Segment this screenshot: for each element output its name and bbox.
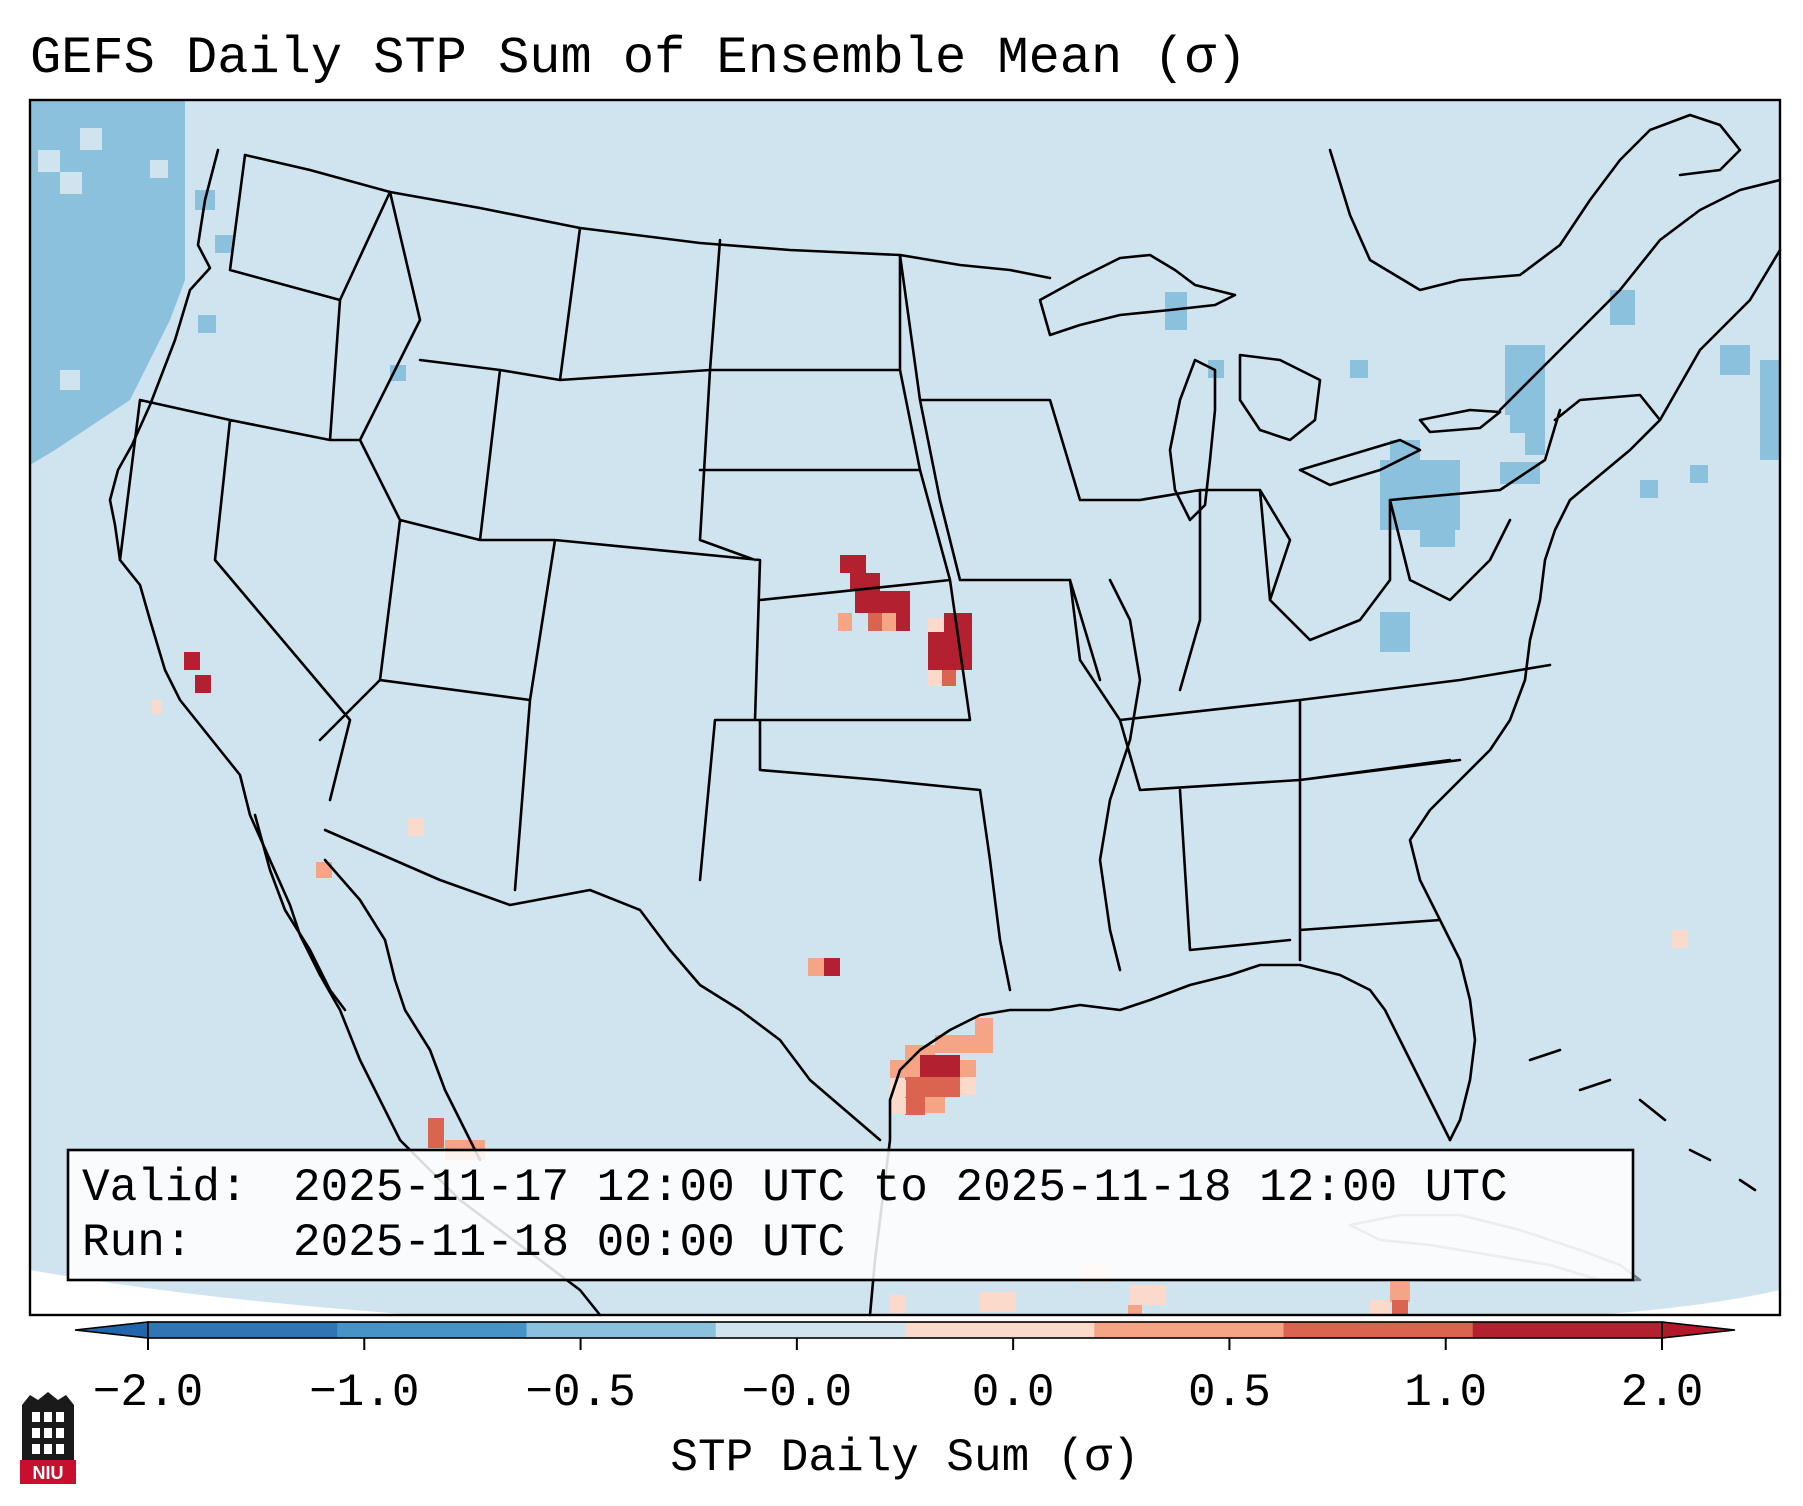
colorbar-label: STP Daily Sum (σ) [670,1432,1139,1484]
lake-superior [1038,253,1237,337]
colorbar-segment [905,1322,1095,1338]
colorbar-tick-label: −0.0 [742,1367,852,1419]
colorbar-tick-label: 2.0 [1621,1367,1704,1419]
colorbar-under-triangle [74,1321,149,1339]
lake-huron [1238,353,1322,442]
run-label: Run: [82,1217,192,1269]
florida-coastline [1228,963,1452,1142]
colorbar-tick-label: 1.0 [1404,1367,1487,1419]
map-frame [28,98,1782,1317]
colorbar-tick-label: −0.5 [525,1367,635,1419]
colorbar-segment [715,1322,906,1338]
state-lines [118,153,1662,992]
colorbar-segment [1472,1322,1663,1338]
positive-anomaly-cells [152,555,1688,1315]
run-value: 2025-11-18 00:00 UTC [293,1217,845,1269]
niu-logo-tower-icon [22,1392,74,1460]
colorbar-frame [147,1321,1663,1339]
niu-logo-text: NIU [33,1463,64,1483]
colorbar-segment [148,1322,338,1338]
lake-michigan [1168,358,1217,522]
map-domain-edge-right [1590,1290,1780,1315]
colorbar-ticks: −2.0 −1.0 −0.5 −0.0 0.0 0.5 1.0 2.0 [93,1338,1704,1419]
baja-coastline [253,813,347,1012]
gulf-of-california [323,858,482,1162]
lake-ontario [1418,408,1502,434]
st-lawrence [1498,178,1782,412]
map-domain-edge-left [30,1270,420,1315]
niu-logo-windows-icon [32,1412,64,1454]
colorbar-tick-label: 0.0 [972,1367,1055,1419]
colorbar-tick-label: −2.0 [93,1367,203,1419]
us-mexico-border [323,828,882,1142]
valid-value: 2025-11-17 12:00 UTC to 2025-11-18 12:00… [293,1162,1508,1214]
colorbar: −2.0 −1.0 −0.5 −0.0 0.0 0.5 1.0 2.0 STP Daily S… [74,1321,1736,1484]
colorbar-segment [1283,1322,1474,1338]
mississippi-river [1098,578,1142,972]
bahamas-islands [1528,1048,1757,1192]
lake-erie [1298,438,1422,487]
valid-label: Valid: [82,1162,248,1214]
colorbar-segment [1094,1322,1284,1338]
colorbar-segment [337,1322,527,1338]
niu-logo-band [20,1460,76,1484]
info-box: Valid: 2025-11-17 12:00 UTC to 2025-11-1… [66,1148,1635,1282]
map-panel [28,98,1782,1317]
colorbar-segments [148,1322,1663,1338]
info-box-background [66,1148,1635,1282]
colorbar-segment [526,1322,717,1338]
colorbar-over-triangle [1661,1321,1736,1339]
colorbar-tick-label: 0.5 [1188,1367,1271,1419]
us-canada-border [243,153,1052,280]
figure-title: GEFS Daily STP Sum of Ensemble Mean (σ) [30,29,1247,88]
colorbar-tick-label: −1.0 [309,1367,419,1419]
canada-east-border [1328,113,1742,292]
niu-logo: NIU [20,1392,76,1484]
northeast-coastline [1408,248,1782,1142]
